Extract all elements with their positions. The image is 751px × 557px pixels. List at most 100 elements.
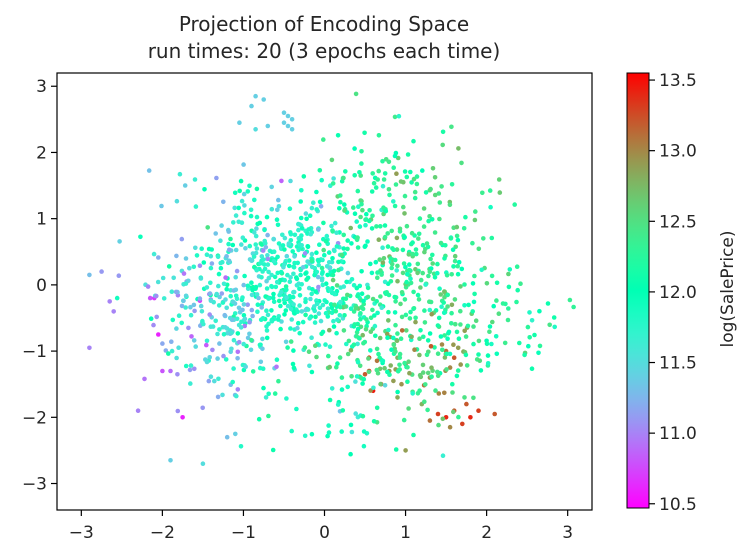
data-point	[299, 188, 304, 193]
data-point	[376, 237, 382, 242]
data-point	[199, 246, 204, 251]
data-point	[327, 327, 332, 333]
data-point	[397, 351, 403, 357]
data-point	[208, 298, 214, 304]
data-point	[198, 303, 204, 309]
data-point	[430, 261, 436, 266]
data-point	[297, 303, 302, 308]
data-point	[335, 361, 340, 366]
data-point	[433, 388, 438, 393]
data-point	[278, 303, 283, 309]
data-point	[249, 280, 254, 286]
data-point	[214, 175, 219, 181]
data-point	[208, 280, 213, 286]
data-point	[445, 292, 451, 298]
data-point	[146, 168, 152, 173]
x-tick-label: 2	[481, 523, 492, 543]
data-point	[183, 281, 189, 286]
data-point	[276, 241, 282, 246]
data-point	[323, 342, 328, 347]
data-point	[370, 296, 376, 302]
data-point	[297, 293, 303, 298]
data-point	[470, 281, 476, 286]
data-point	[236, 339, 242, 345]
data-point	[168, 458, 173, 463]
data-point	[518, 281, 523, 287]
data-point	[281, 110, 287, 115]
data-point	[241, 162, 246, 167]
data-point	[444, 351, 450, 357]
data-point	[245, 335, 251, 341]
data-point	[349, 374, 354, 379]
data-point	[309, 291, 315, 297]
data-point	[243, 246, 248, 251]
data-point	[500, 301, 506, 306]
data-point	[395, 278, 400, 284]
data-point	[135, 408, 141, 414]
data-point	[260, 316, 266, 321]
data-point	[148, 316, 154, 322]
data-point	[435, 351, 441, 357]
data-point	[376, 133, 382, 138]
data-point	[264, 308, 269, 314]
data-point	[292, 260, 297, 266]
data-point	[258, 261, 263, 266]
data-point	[456, 336, 462, 342]
data-point	[371, 180, 377, 186]
data-point	[291, 289, 297, 295]
data-point	[294, 276, 300, 282]
data-point	[274, 279, 280, 285]
data-point	[537, 308, 542, 314]
data-point	[292, 232, 298, 238]
data-point	[318, 318, 324, 324]
data-point	[314, 269, 320, 275]
data-point	[307, 363, 312, 369]
data-point	[298, 199, 304, 204]
data-point	[284, 287, 289, 293]
data-point	[454, 373, 460, 379]
data-point	[447, 351, 453, 357]
data-point	[334, 230, 339, 235]
chart-title: Projection of Encoding Space	[179, 12, 469, 36]
data-point	[344, 279, 349, 285]
data-point	[441, 300, 447, 305]
data-point	[477, 358, 483, 364]
data-point	[107, 299, 112, 304]
data-point	[170, 317, 176, 323]
x-tick-label: −2	[150, 523, 175, 543]
data-point	[285, 303, 291, 309]
data-point	[269, 184, 275, 190]
data-point	[427, 299, 432, 305]
data-point	[304, 216, 309, 222]
data-point	[352, 173, 358, 178]
data-point	[398, 301, 403, 307]
data-point	[155, 279, 161, 285]
data-point	[324, 299, 329, 305]
data-point	[402, 297, 408, 302]
colorbar-gradient	[626, 72, 650, 509]
data-point	[99, 269, 104, 274]
data-point	[357, 170, 362, 175]
data-point	[377, 257, 383, 262]
data-point	[461, 226, 467, 231]
data-point	[359, 201, 364, 207]
y-tick-label: 1	[36, 210, 47, 230]
data-point	[216, 303, 222, 308]
data-point	[316, 311, 322, 316]
data-point	[382, 171, 388, 176]
data-point	[402, 193, 408, 199]
data-point	[175, 408, 181, 414]
data-point	[189, 334, 194, 339]
data-point	[215, 356, 220, 361]
data-point	[261, 262, 267, 267]
data-point	[316, 284, 321, 290]
data-point	[241, 313, 247, 318]
data-point	[397, 226, 403, 232]
data-point	[299, 282, 305, 287]
data-point	[265, 253, 270, 258]
data-point	[430, 166, 436, 171]
data-point	[450, 390, 455, 395]
data-point	[428, 186, 433, 192]
data-point	[309, 258, 315, 263]
